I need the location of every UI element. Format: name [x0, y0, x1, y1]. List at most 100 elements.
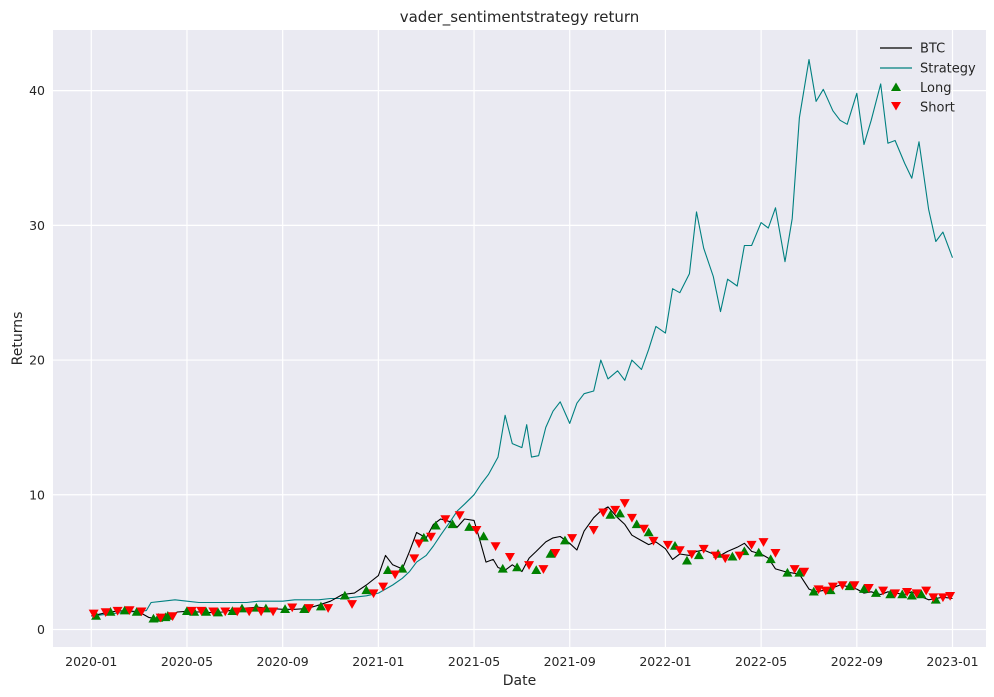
long-signal-marker: [447, 519, 458, 529]
legend-short-label: Short: [920, 101, 955, 116]
short-signal-marker: [928, 593, 939, 603]
short-signal-marker: [588, 526, 599, 535]
short-signal-marker: [100, 608, 111, 617]
short-signal-marker: [378, 582, 389, 592]
long-signal-marker: [201, 606, 212, 616]
long-signal-marker: [181, 606, 192, 616]
short-signal-marker: [287, 603, 298, 613]
short-signal-marker: [124, 606, 135, 615]
short-signal-marker: [538, 565, 549, 574]
short-signal-marker: [425, 532, 436, 542]
short-signal-marker: [368, 589, 379, 599]
short-signal-marker: [911, 589, 922, 599]
long-signal-marker: [782, 567, 793, 577]
long-signal-marker: [897, 589, 908, 599]
long-signal-marker: [464, 522, 475, 531]
legend: BTC Strategy Long Short: [880, 42, 976, 116]
long-signal-marker: [418, 532, 429, 542]
short-signal-marker: [849, 581, 860, 591]
grid-lines: [53, 30, 986, 647]
y-tick-label: 40: [29, 83, 45, 98]
long-signal-marker: [858, 584, 869, 593]
x-tick-label: 2023-01: [926, 654, 978, 669]
short-signal-marker: [674, 546, 685, 556]
short-signal-marker: [758, 538, 769, 547]
short-signal-marker: [232, 607, 243, 617]
long-signal-marker: [825, 585, 836, 595]
short-signal-marker: [789, 565, 800, 574]
y-tick-label: 10: [29, 487, 45, 502]
series-line-strategy: [91, 59, 954, 617]
long-signal-marker: [397, 563, 408, 573]
short-signal-marker: [256, 607, 267, 617]
long-signal-marker: [531, 565, 542, 574]
long-signal-marker: [227, 606, 238, 616]
long-signal-marker: [280, 604, 291, 614]
long-signal-marker: [753, 547, 764, 557]
legend-long-label: Long: [920, 81, 951, 96]
short-signal-marker: [770, 548, 781, 558]
x-tick-label: 2022-05: [735, 654, 787, 669]
short-signal-marker: [196, 606, 207, 616]
long-signal-marker: [545, 549, 556, 558]
long-signal-marker: [844, 581, 855, 591]
long-signal-marker: [497, 563, 508, 573]
legend-strategy-label: Strategy: [920, 62, 976, 77]
short-signal-marker: [167, 612, 178, 622]
short-signal-marker: [567, 534, 578, 543]
short-signal-marker: [648, 536, 659, 546]
long-signal-marker: [885, 589, 896, 599]
long-signal-marker: [631, 519, 642, 529]
short-signal-marker: [945, 592, 956, 601]
short-signal-marker: [662, 540, 673, 550]
long-signal-marker: [870, 588, 881, 597]
legend-long-marker-icon: [891, 82, 901, 91]
short-signal-marker: [208, 607, 219, 617]
long-signal-marker: [299, 604, 310, 614]
short-signal-marker: [626, 513, 637, 523]
long-signal-marker: [614, 508, 625, 518]
long-signal-marker: [131, 606, 142, 616]
x-tick-label: 2021-01: [352, 654, 404, 669]
short-signal-marker: [390, 570, 401, 580]
long-signal-marker: [643, 527, 654, 537]
long-signal-marker: [727, 551, 738, 561]
plot-background: [53, 30, 986, 647]
short-signal-marker: [524, 561, 535, 570]
chart-title: vader_sentimentstrategy return: [400, 8, 640, 27]
short-signal-marker: [186, 606, 197, 616]
short-signal-marker: [347, 600, 358, 609]
long-signal-marker: [213, 607, 224, 617]
long-signal-marker: [559, 535, 570, 545]
short-signal-marker: [878, 586, 889, 596]
y-tick-label: 30: [29, 218, 45, 233]
short-signal-marker: [890, 589, 901, 599]
legend-btc-label: BTC: [920, 42, 945, 57]
short-signal-marker: [610, 505, 621, 515]
long-signal-marker: [105, 606, 116, 616]
long-signal-marker: [765, 554, 776, 564]
long-signal-marker: [512, 562, 523, 572]
short-signal-marker: [619, 499, 630, 508]
signal-markers-layer: [88, 499, 956, 623]
short-signal-marker: [136, 607, 147, 617]
short-signal-marker: [323, 604, 334, 613]
x-tick-label: 2022-09: [831, 654, 883, 669]
short-signal-marker: [710, 551, 721, 561]
tick-labels-layer: 2020-01 2020-05 2020-09 2021-01 2021-05 2021-…: [29, 83, 979, 669]
short-signal-marker: [720, 554, 731, 564]
long-signal-marker: [339, 590, 350, 600]
x-tick-label: 2022-01: [639, 654, 691, 669]
short-signal-marker: [863, 583, 874, 593]
short-signal-marker: [550, 548, 561, 558]
x-tick-label: 2021-09: [544, 654, 596, 669]
x-tick-label: 2020-09: [257, 654, 309, 669]
long-signal-marker: [681, 555, 692, 565]
legend-short-marker-icon: [891, 102, 901, 111]
short-signal-marker: [303, 604, 314, 613]
short-signal-marker: [88, 609, 99, 619]
long-signal-marker: [808, 586, 819, 596]
long-signal-marker: [315, 601, 326, 611]
short-signal-marker: [414, 539, 425, 549]
